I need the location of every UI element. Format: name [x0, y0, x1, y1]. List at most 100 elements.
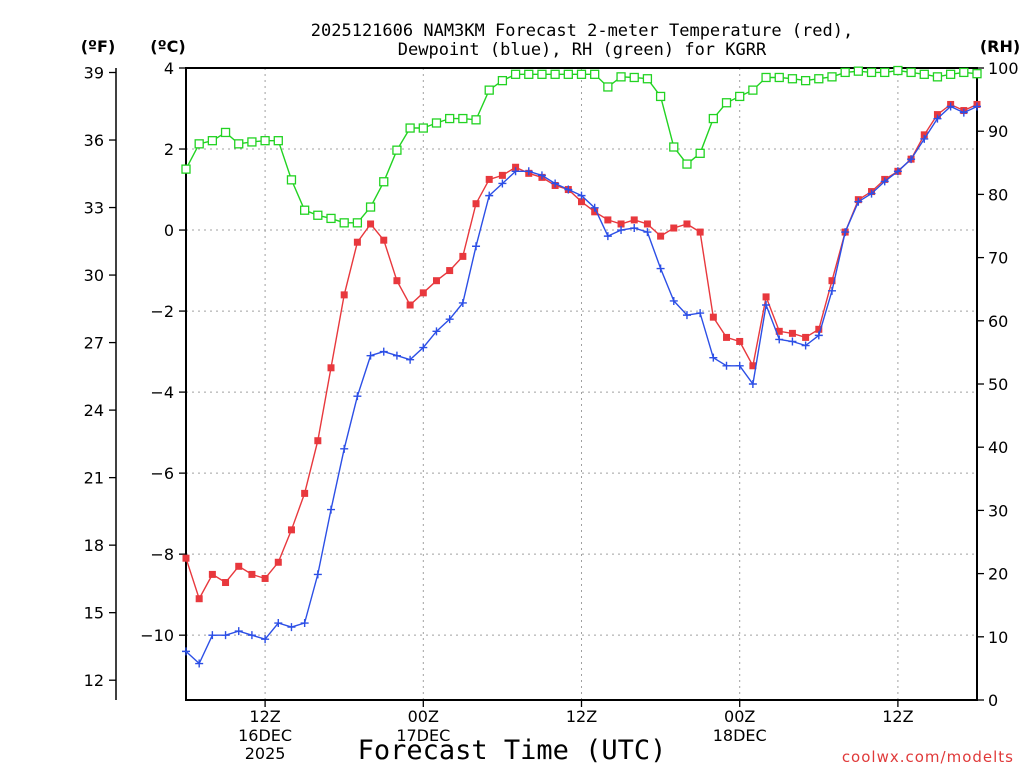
rh-unit-label: (RH) [980, 37, 1020, 56]
temperature-point [485, 175, 493, 183]
dewpoint-point [946, 102, 955, 111]
rh-tick-label: 30 [988, 501, 1008, 520]
rh-point [234, 139, 244, 149]
fahrenheit-tick-label: 36 [84, 131, 104, 150]
chart-title-line1: 2025121606 NAM3KM Forecast 2-meter Tempe… [311, 21, 853, 41]
rh-point [827, 72, 837, 82]
temperature-point [802, 333, 810, 341]
temperature-point [643, 220, 651, 228]
dewpoint-point [907, 155, 916, 164]
rh-point [669, 142, 679, 152]
temperature-point [195, 595, 203, 603]
rh-point [286, 175, 297, 185]
temperature-point [630, 216, 638, 224]
dewpoint-point [762, 301, 771, 309]
rh-point [260, 136, 270, 146]
celsius-tick-label: −10 [140, 626, 174, 645]
dewpoint-point [524, 167, 533, 176]
rh-point [445, 113, 455, 124]
rh-point [616, 72, 626, 82]
rh-tick-label: 90 [988, 122, 1008, 141]
temperature-point [696, 228, 704, 236]
rh-point [563, 69, 573, 79]
celsius-tick-label: −4 [150, 383, 174, 402]
rh-point [550, 69, 560, 79]
celsius-tick-label: 4 [164, 59, 174, 78]
axes: 420−2−4−6−8−1039363330272421181512100908… [84, 59, 1019, 710]
temperature-point [446, 267, 454, 275]
celsius-tick-label: 2 [164, 140, 174, 159]
rh-point [735, 91, 745, 102]
temperature-point [208, 570, 216, 578]
rh-point [629, 72, 639, 83]
rh-point [919, 69, 929, 79]
temperature-point [248, 570, 256, 578]
rh-point [326, 213, 336, 224]
dewpoint-point [722, 361, 731, 370]
dewpoint-point [748, 380, 757, 388]
rh-point [497, 75, 508, 86]
rh-point [273, 136, 283, 146]
temperature-point [670, 224, 678, 232]
dewpoint-point [959, 108, 968, 117]
rh-point [510, 69, 521, 79]
rh-tick-label: 0 [988, 691, 998, 710]
dewpoint-point [682, 311, 691, 320]
credit-link[interactable]: coolwx.com/modelts [842, 748, 1014, 766]
rh-point [708, 113, 718, 124]
celsius-tick-label: 0 [164, 221, 174, 240]
temperature-point [591, 208, 599, 216]
dewpoint-point [340, 444, 349, 453]
temperature-point [709, 313, 717, 321]
rh-point [458, 113, 468, 124]
dewpoint-point [709, 353, 718, 362]
rh-point [392, 145, 402, 155]
temperature-point [432, 277, 440, 285]
temperature-point [235, 562, 243, 570]
time-tick-hour: 12Z [249, 707, 280, 726]
rh-point [655, 91, 666, 102]
rh-point [352, 218, 363, 228]
rh-point [945, 69, 956, 79]
fahrenheit-unit-label: (ºF) [81, 37, 116, 56]
celsius-tick-label: −6 [150, 464, 174, 483]
rh-point [194, 139, 204, 149]
rh-tick-label: 50 [988, 375, 1008, 394]
rh-point [932, 72, 943, 82]
rh-tick-label: 70 [988, 249, 1008, 268]
temperature-point [828, 277, 836, 285]
rh-point [695, 148, 705, 158]
dewpoint-point [617, 226, 626, 235]
dewpoint-point [419, 343, 428, 352]
fahrenheit-tick-label: 30 [84, 266, 104, 285]
temperature-point [617, 220, 625, 228]
rh-point [524, 69, 534, 79]
dewpoint-point [274, 619, 283, 628]
rh-point [642, 74, 653, 84]
dewpoint-point [973, 102, 981, 111]
dewpoint-point [392, 351, 401, 360]
dewpoint-point [854, 197, 863, 206]
rh-point [207, 136, 218, 146]
temperature-point [683, 220, 691, 228]
temperature-point [287, 526, 295, 534]
rh-tick-label: 60 [988, 312, 1008, 331]
fahrenheit-tick-label: 24 [84, 401, 104, 420]
dewpoint-point [867, 189, 876, 198]
dewpoint-point [564, 185, 573, 194]
grid-lines [186, 68, 977, 700]
dewpoint-point [933, 114, 942, 123]
dewpoint-point [511, 167, 520, 176]
dewpoint-point [630, 224, 639, 233]
celsius-tick-label: −2 [150, 302, 174, 321]
rh-tick-label: 80 [988, 185, 1008, 204]
dewpoint-point [669, 296, 678, 305]
fahrenheit-tick-label: 15 [84, 604, 104, 623]
temperature-point [367, 220, 375, 228]
temperature-point [736, 337, 744, 345]
rh-point [721, 98, 732, 108]
dewpoint-point [920, 134, 929, 143]
rh-point [181, 164, 191, 174]
temperature-point [498, 171, 506, 179]
